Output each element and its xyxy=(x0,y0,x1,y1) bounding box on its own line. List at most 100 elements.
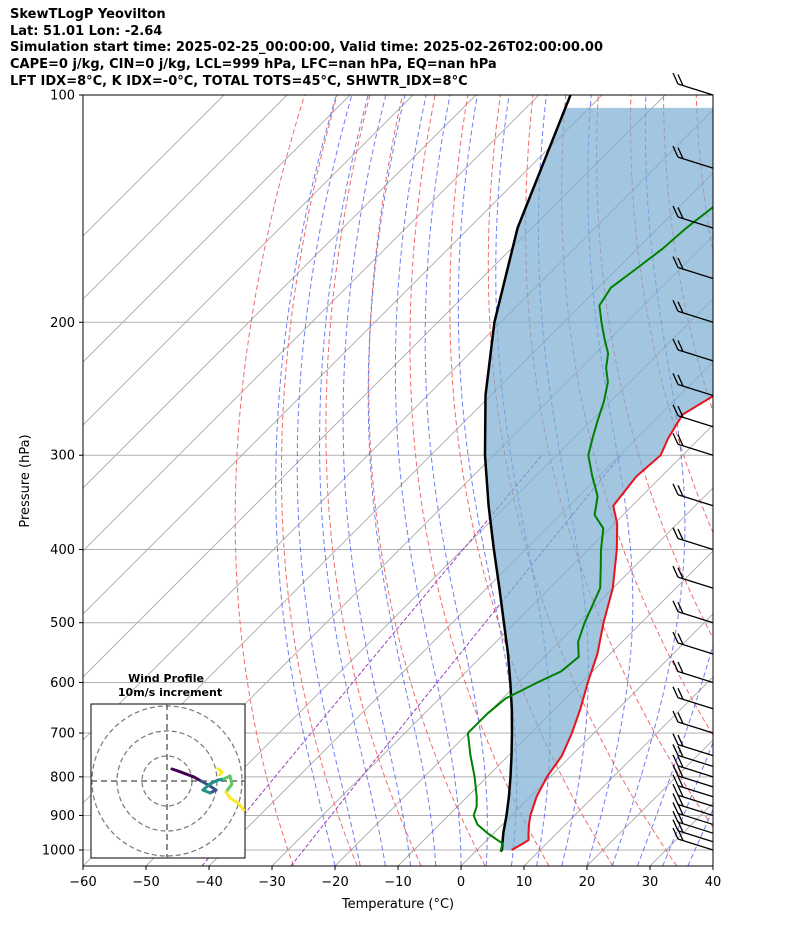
barb-staff xyxy=(677,310,714,323)
barb-staff xyxy=(677,670,714,684)
isotherm xyxy=(523,676,713,866)
dry-adiabat xyxy=(663,95,713,414)
barb-staff xyxy=(677,803,714,817)
barb-flag xyxy=(677,661,684,674)
moist-adiabat xyxy=(319,95,386,866)
barb-staff xyxy=(677,83,714,96)
barb-staff xyxy=(677,821,714,834)
y-tick-label: 1000 xyxy=(42,844,75,859)
cin-area xyxy=(485,107,713,850)
barb-flag xyxy=(677,485,684,497)
barb-flag xyxy=(672,733,679,745)
isotherm xyxy=(83,95,477,489)
wind-barb xyxy=(672,483,714,507)
moist-adiabat xyxy=(712,864,713,866)
dry-adiabat xyxy=(368,95,486,866)
barb-flag xyxy=(677,803,684,816)
hodo-segment xyxy=(224,782,234,794)
moist-adiabat xyxy=(394,95,462,866)
moist-adiabat xyxy=(662,741,713,866)
y-tick-label: 100 xyxy=(50,89,75,104)
y-tick-label: 500 xyxy=(50,616,75,631)
barb-flag xyxy=(677,775,684,788)
indices-line: LFT IDX=8°C, K IDX=-0°C, TOTAL TOTS=45°C… xyxy=(10,73,468,89)
barb-staff xyxy=(677,765,714,778)
dry-adiabat xyxy=(281,95,358,866)
wind-barb xyxy=(672,256,714,280)
x-tick-label: 10 xyxy=(516,875,533,890)
barb-staff xyxy=(677,216,714,229)
chart-header: SkewTLogP Yeovilton Lat: 51.01 Lon: -2.6… xyxy=(10,7,603,91)
isotherm xyxy=(712,865,713,866)
moist-adiabat xyxy=(296,95,361,866)
moist-adiabat xyxy=(611,95,686,866)
dewpoint-line xyxy=(466,205,713,852)
chart-title: SkewTLogP Yeovilton xyxy=(10,7,166,22)
barb-staff xyxy=(677,794,714,807)
x-axis-label: Temperature (°C) xyxy=(341,897,454,912)
barb-staff xyxy=(677,383,714,397)
barb-flag xyxy=(677,301,684,314)
x-tick-label: 20 xyxy=(579,875,596,890)
isotherm xyxy=(83,95,351,363)
barb-flag xyxy=(672,783,679,796)
x-tick-label: −40 xyxy=(195,875,222,890)
hodo-segment xyxy=(201,782,212,792)
barb-flag xyxy=(672,205,679,218)
y-tick-label: 300 xyxy=(50,449,75,464)
barb-staff xyxy=(677,494,714,507)
barb-flag xyxy=(672,660,679,672)
isotherm xyxy=(334,487,713,866)
isotherm xyxy=(83,95,540,552)
x-tick-label: 0 xyxy=(457,875,465,890)
barb-flag xyxy=(677,257,684,270)
isotherm xyxy=(83,95,603,615)
x-tick-label: 30 xyxy=(642,875,659,890)
barb-staff xyxy=(677,642,714,655)
y-tick-label: 600 xyxy=(50,676,75,691)
barb-flag xyxy=(672,827,679,840)
barb-flag xyxy=(672,338,679,351)
barb-flag xyxy=(677,766,684,778)
x-tick-label: −10 xyxy=(384,875,411,890)
barb-flag xyxy=(677,601,684,614)
barb-flag xyxy=(677,712,684,724)
wind-barb xyxy=(672,404,714,428)
cin-shading xyxy=(485,107,713,850)
barb-flag xyxy=(672,710,679,723)
barb-flag xyxy=(672,793,679,805)
barb-flag xyxy=(677,207,684,219)
wind-barb xyxy=(672,802,714,826)
wind-barb xyxy=(672,793,714,817)
moist-adiabat xyxy=(342,95,412,866)
wind-barb xyxy=(672,783,714,807)
barb-staff xyxy=(677,744,714,757)
x-axis-ticks: −60 −50 −40 −30 −20 −10 0 10 20 30 40 xyxy=(69,866,721,890)
inset-rings xyxy=(91,704,245,858)
barb-staff xyxy=(677,785,714,798)
dry-adiabat xyxy=(449,95,614,866)
x-tick-label: −30 xyxy=(258,875,285,890)
barb-flag xyxy=(672,810,679,823)
y-tick-label: 400 xyxy=(50,543,75,558)
wind-barb xyxy=(672,774,714,798)
y-axis-label: Pressure (hPa) xyxy=(18,434,33,527)
time-line: Simulation start time: 2025-02-25_00:00:… xyxy=(10,40,603,56)
inset-title: Wind Profile xyxy=(128,672,204,685)
dry-adiabat xyxy=(761,95,794,866)
barb-staff xyxy=(677,611,714,624)
isotherm xyxy=(271,424,713,866)
temperature-line xyxy=(511,394,713,851)
wind-barb xyxy=(672,432,714,456)
barb-staff xyxy=(677,576,714,589)
barb-flag xyxy=(672,373,679,385)
barb-flag xyxy=(677,567,684,579)
profile-lines xyxy=(466,95,713,853)
wind-barb xyxy=(672,710,714,734)
y-tick-label: 800 xyxy=(50,770,75,785)
wind-barb xyxy=(672,527,714,551)
wind-barb xyxy=(672,72,714,96)
y-axis-ticks: 100 200 300 400 500 600 700 800 900 1000 xyxy=(42,89,83,859)
moist-adiabat xyxy=(457,95,518,866)
